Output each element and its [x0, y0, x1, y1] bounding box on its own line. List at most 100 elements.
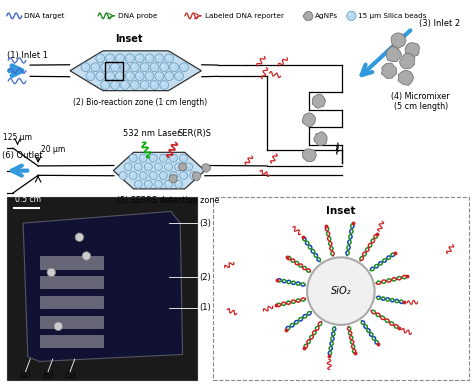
Circle shape [174, 180, 182, 188]
Text: (4) Micromixer
(5 cm length): (4) Micromixer (5 cm length) [392, 92, 450, 111]
Polygon shape [386, 46, 401, 62]
Circle shape [75, 233, 83, 241]
Circle shape [346, 11, 356, 21]
Text: DNA probe: DNA probe [118, 13, 157, 19]
Bar [39, 335, 103, 347]
Circle shape [150, 81, 159, 89]
Circle shape [141, 156, 143, 158]
Circle shape [122, 83, 125, 85]
Circle shape [103, 83, 105, 85]
Text: SiO₂: SiO₂ [330, 286, 351, 296]
Circle shape [180, 172, 188, 179]
Circle shape [190, 172, 198, 179]
Circle shape [164, 180, 173, 188]
Text: (3) Inlet 2: (3) Inlet 2 [419, 20, 461, 28]
Circle shape [151, 156, 153, 158]
Circle shape [170, 154, 177, 162]
Circle shape [142, 83, 145, 85]
Bar [39, 296, 103, 308]
Polygon shape [23, 211, 182, 362]
Circle shape [98, 74, 100, 76]
Circle shape [160, 63, 169, 72]
Circle shape [170, 172, 177, 179]
Circle shape [125, 72, 134, 81]
Circle shape [135, 54, 144, 63]
Circle shape [139, 154, 147, 162]
Circle shape [155, 72, 164, 81]
Text: Labeled DNA reporter: Labeled DNA reporter [205, 13, 283, 19]
Circle shape [129, 172, 137, 179]
Circle shape [182, 173, 183, 176]
Circle shape [156, 182, 158, 184]
Circle shape [174, 72, 183, 81]
Circle shape [170, 63, 179, 72]
Circle shape [142, 65, 145, 67]
Circle shape [98, 56, 100, 58]
Circle shape [134, 180, 142, 188]
Circle shape [136, 182, 138, 184]
Text: (1): (1) [199, 303, 211, 312]
Text: Inset: Inset [326, 206, 356, 216]
Circle shape [182, 65, 184, 67]
Polygon shape [405, 43, 419, 57]
Circle shape [141, 173, 143, 176]
Circle shape [108, 56, 110, 58]
Circle shape [152, 65, 154, 67]
Circle shape [145, 72, 154, 81]
Circle shape [139, 172, 147, 179]
Circle shape [131, 173, 133, 176]
Circle shape [134, 163, 142, 171]
Text: (2) Bio-reaction zone (1 cm length): (2) Bio-reaction zone (1 cm length) [73, 98, 208, 107]
Circle shape [93, 65, 95, 67]
Text: (4): (4) [19, 371, 31, 380]
Polygon shape [302, 113, 315, 127]
Text: Inset: Inset [115, 34, 142, 44]
Circle shape [162, 83, 164, 85]
Bar [39, 257, 103, 269]
Circle shape [110, 63, 119, 72]
Circle shape [180, 154, 188, 162]
Circle shape [140, 63, 149, 72]
Text: 532 nm Laser: 532 nm Laser [123, 129, 181, 138]
Polygon shape [303, 11, 313, 21]
Circle shape [174, 163, 182, 171]
Text: (3): (3) [199, 219, 211, 228]
Circle shape [155, 163, 163, 171]
Text: (5): (5) [64, 371, 76, 380]
Circle shape [151, 173, 153, 176]
Polygon shape [113, 152, 205, 189]
Circle shape [157, 56, 159, 58]
Circle shape [162, 65, 164, 67]
Bar [39, 276, 103, 288]
Circle shape [155, 54, 164, 63]
Circle shape [91, 63, 100, 72]
Circle shape [157, 74, 159, 76]
Circle shape [161, 156, 163, 158]
Circle shape [120, 63, 129, 72]
Bar [213, 197, 469, 380]
Circle shape [147, 74, 149, 76]
Circle shape [47, 268, 55, 277]
Circle shape [145, 180, 152, 188]
Circle shape [186, 165, 189, 167]
Circle shape [167, 56, 169, 58]
Text: (1) Inlet 1: (1) Inlet 1 [7, 51, 48, 60]
Circle shape [149, 172, 157, 179]
Circle shape [145, 54, 154, 63]
Circle shape [82, 252, 91, 260]
Circle shape [108, 74, 110, 76]
Circle shape [166, 182, 168, 184]
Circle shape [176, 182, 178, 184]
Circle shape [155, 180, 163, 188]
Circle shape [136, 165, 138, 167]
Circle shape [161, 173, 163, 176]
Circle shape [349, 13, 351, 16]
Circle shape [191, 173, 193, 176]
Circle shape [106, 54, 115, 63]
Circle shape [132, 65, 135, 67]
Circle shape [113, 83, 115, 85]
Circle shape [131, 156, 133, 158]
Circle shape [116, 72, 124, 81]
Circle shape [150, 63, 159, 72]
Circle shape [140, 81, 149, 89]
